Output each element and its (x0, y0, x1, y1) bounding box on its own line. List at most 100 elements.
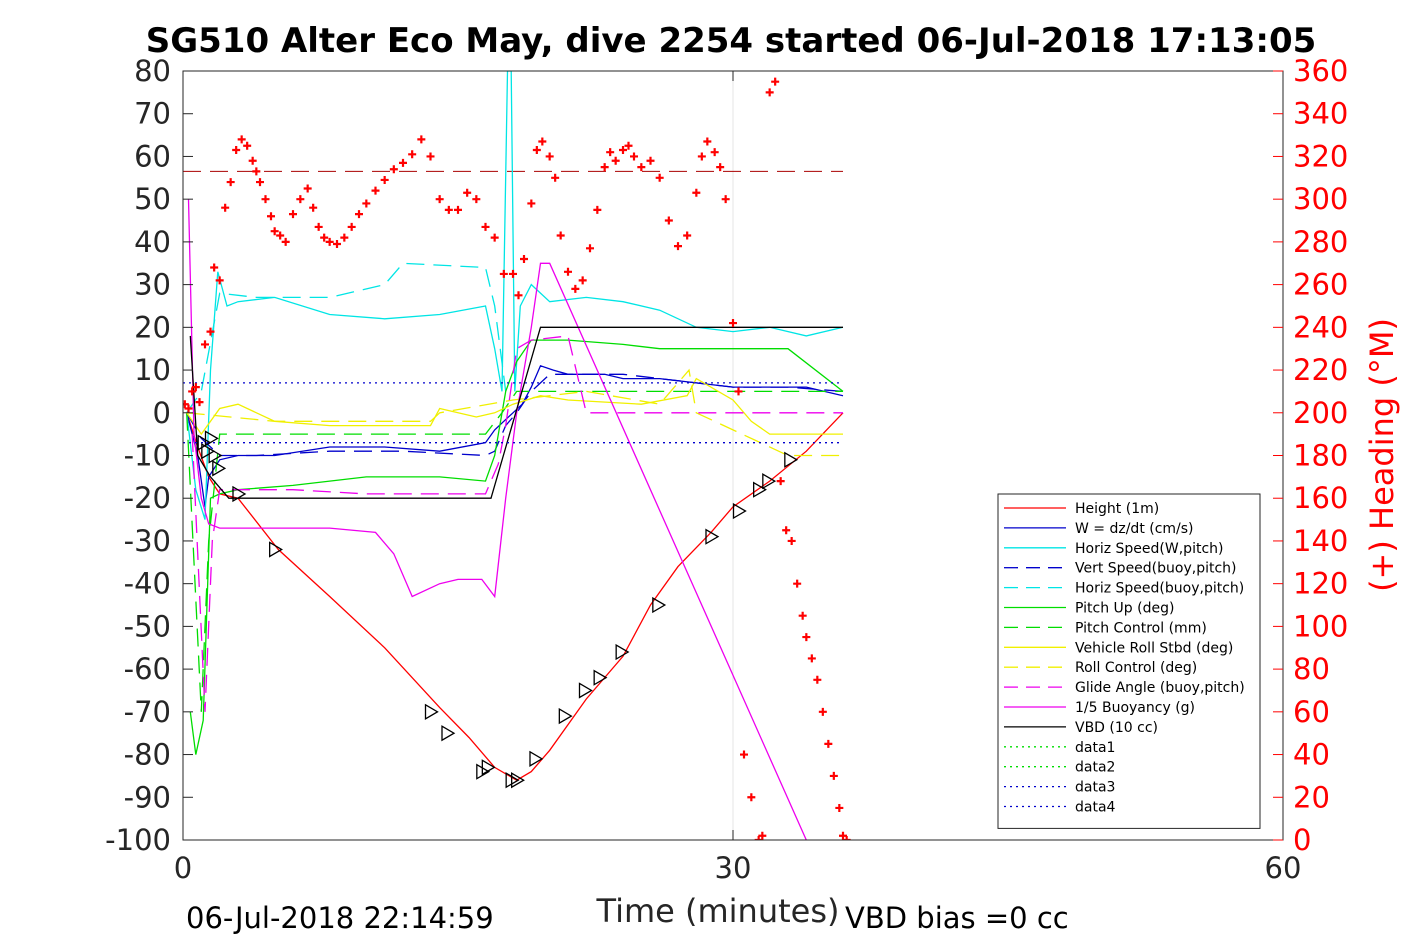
heading-point-4 (195, 398, 204, 407)
y-right-tick-label-3: 300 (1293, 182, 1348, 216)
heading-point-53 (532, 146, 541, 155)
heading-point-3 (191, 383, 200, 392)
heading-point-65 (611, 156, 620, 165)
heading-point-17 (261, 195, 270, 204)
y-right-tick-label-11: 140 (1293, 524, 1348, 558)
heading-point-8 (215, 276, 224, 285)
heading-point-100 (835, 803, 844, 812)
y-right-tick-label-4: 280 (1293, 225, 1348, 259)
heading-point-54 (538, 137, 547, 146)
heading-point-34 (371, 186, 380, 195)
series-line-9 (191, 335, 843, 712)
legend-label-7: Vehicle Roll Stbd (deg) (1075, 640, 1233, 656)
heading-point-36 (389, 165, 398, 174)
heading-point-91 (787, 536, 796, 545)
heading-point-42 (444, 205, 453, 214)
heading-point-39 (417, 135, 426, 144)
legend-box (997, 493, 1261, 829)
y-tick-label-6: 20 (134, 310, 171, 344)
triangle-marker-16 (593, 669, 608, 686)
heading-point-52 (527, 199, 536, 208)
heading-point-15 (252, 167, 261, 176)
heading-point-26 (314, 222, 323, 231)
heading-point-9 (221, 203, 230, 212)
heading-point-10 (226, 178, 235, 187)
heading-point-101 (839, 831, 847, 840)
heading-point-59 (571, 284, 580, 293)
triangle-marker-14 (558, 707, 573, 725)
y-tick-label-12: -40 (124, 567, 171, 601)
y-tick-label-13: -50 (124, 609, 171, 643)
y-right-tick-label-2: 320 (1293, 139, 1348, 173)
heading-point-93 (798, 611, 807, 620)
x-tick-label-0: 0 (174, 851, 192, 885)
y-tick-label-0: 80 (134, 54, 171, 88)
triangle-marker-2 (204, 430, 219, 447)
x-tick-label-2: 60 (1265, 851, 1302, 885)
legend-label-12: data1 (1075, 740, 1115, 756)
heading-point-56 (551, 173, 560, 182)
heading-point-63 (600, 163, 609, 172)
heading-point-27 (320, 233, 329, 242)
heading-point-20 (276, 231, 285, 240)
heading-point-86 (758, 831, 767, 840)
y-tick-label-10: -20 (124, 481, 171, 515)
heading-markers (183, 77, 851, 840)
heading-point-68 (630, 152, 638, 161)
heading-point-38 (408, 150, 417, 159)
heading-point-79 (716, 163, 725, 172)
triangle-marker-7 (424, 703, 439, 720)
heading-point-12 (237, 135, 246, 144)
heading-point-16 (256, 178, 264, 187)
heading-point-43 (454, 205, 462, 214)
y-tick-label-1: 70 (134, 97, 171, 131)
heading-point-87 (765, 88, 774, 97)
heading-point-2 (188, 387, 197, 396)
series-line-8 (186, 368, 843, 457)
y-tick-label-7: 10 (134, 353, 171, 387)
y-tick-label-3: 50 (134, 182, 171, 216)
heading-point-67 (624, 141, 633, 150)
heading-point-22 (289, 210, 297, 219)
legend-label-14: data3 (1075, 780, 1115, 796)
heading-point-81 (729, 319, 737, 328)
y-right-tick-label-7: 220 (1293, 353, 1348, 387)
heading-point-61 (586, 244, 594, 253)
series-line-7 (186, 377, 843, 436)
legend-label-15: data4 (1075, 800, 1116, 816)
y-axis-right-label: (+) Heading (°M) (1363, 318, 1401, 592)
triangle-marker-12 (511, 772, 525, 789)
triangle-marker-13 (529, 750, 544, 767)
heading-point-30 (340, 233, 349, 242)
triangle-marker-20 (732, 502, 747, 520)
triangle-marker-8 (441, 725, 456, 742)
heading-point-66 (619, 146, 627, 155)
legend-label-2: Horiz Speed(W,pitch) (1075, 541, 1223, 557)
heading-point-78 (710, 148, 719, 157)
y-right-tick-label-14: 80 (1293, 652, 1330, 686)
heading-point-29 (333, 240, 341, 249)
y-tick-label-9: -10 (124, 439, 171, 473)
heading-point-71 (655, 173, 664, 182)
triangle-marker-22 (762, 473, 777, 490)
heading-point-80 (721, 195, 730, 204)
heading-point-74 (683, 231, 692, 240)
heading-point-31 (347, 222, 356, 231)
triangle-marker-10 (481, 759, 496, 776)
heading-point-7 (210, 263, 219, 272)
heading-point-23 (296, 195, 305, 204)
y-right-tick-label-6: 240 (1293, 310, 1348, 344)
footer-timestamp: 06-Jul-2018 22:14:59 (186, 901, 494, 935)
y-tick-label-11: -30 (124, 524, 171, 558)
y-tick-label-4: 40 (134, 225, 171, 259)
legend-label-11: VBD (10 cc) (1075, 720, 1158, 736)
y-right-tick-label-10: 160 (1293, 481, 1348, 515)
heading-point-35 (380, 175, 389, 184)
chart-title: SG510 Alter Eco May, dive 2254 started 0… (146, 21, 1317, 61)
heading-point-5 (201, 340, 209, 349)
heading-point-50 (514, 291, 523, 300)
y-right-tick-label-5: 260 (1293, 268, 1348, 302)
series-line-11 (189, 326, 843, 499)
heading-point-84 (747, 793, 756, 802)
heading-point-73 (674, 242, 682, 251)
